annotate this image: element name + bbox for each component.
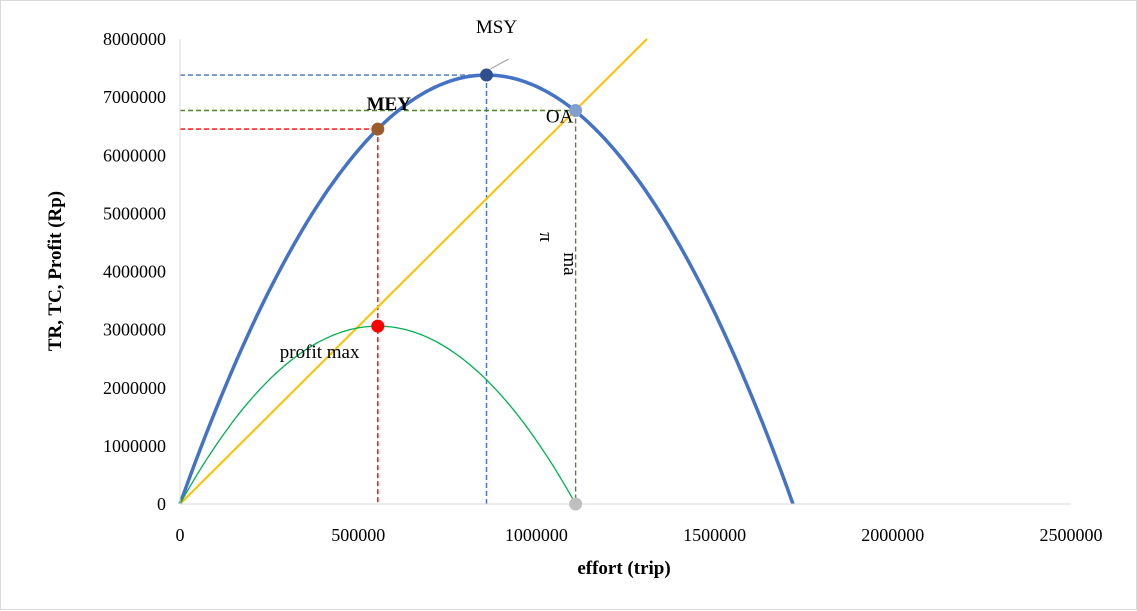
guide-lines: [180, 74, 577, 504]
y-axis-title: TR, TC, Profit (Rp): [45, 191, 66, 351]
oa-zero-point: [569, 497, 583, 511]
msy-leader-line: [490, 58, 509, 70]
msy-point: [480, 68, 494, 82]
markers: [371, 68, 583, 511]
total-cost-curve: [179, 38, 648, 505]
y-tick-label: 6000000: [103, 145, 166, 165]
y-tick-label: 0: [157, 494, 166, 514]
mey-point: [371, 122, 385, 136]
point-labels: MSY MEY OA profit max πma: [280, 17, 580, 363]
oa-point: [569, 103, 583, 117]
oa-label: OA: [546, 106, 574, 127]
y-tick-label: 2000000: [103, 378, 166, 398]
x-tick-label: 500000: [331, 525, 385, 545]
x-tick-label: 1000000: [505, 525, 568, 545]
msy-label: MSY: [476, 17, 517, 38]
y-tick-label: 3000000: [103, 320, 166, 340]
y-tick-label: 8000000: [103, 29, 166, 49]
pi-annotation: π: [535, 232, 556, 242]
x-axis-title: effort (trip): [577, 558, 670, 579]
y-tick-label: 5000000: [103, 203, 166, 223]
x-tick-label: 0: [176, 525, 185, 545]
ma-annotation: ma: [559, 252, 580, 276]
x-tick-label: 1500000: [683, 525, 746, 545]
y-tick-label: 1000000: [103, 436, 166, 456]
y-tick-label: 7000000: [103, 87, 166, 107]
x-tick-label: 2500000: [1040, 525, 1103, 545]
y-tick-label: 4000000: [103, 262, 166, 282]
profit-max-point: [371, 319, 385, 333]
axes: [179, 39, 1071, 505]
mey-label: MEY: [367, 94, 412, 115]
x-tick-label: 2000000: [861, 525, 924, 545]
profit-max-label: profit max: [280, 342, 360, 363]
tick-labels: 0 500000 1000000 1500000 2000000 2500000 0 1000…: [103, 29, 1103, 545]
